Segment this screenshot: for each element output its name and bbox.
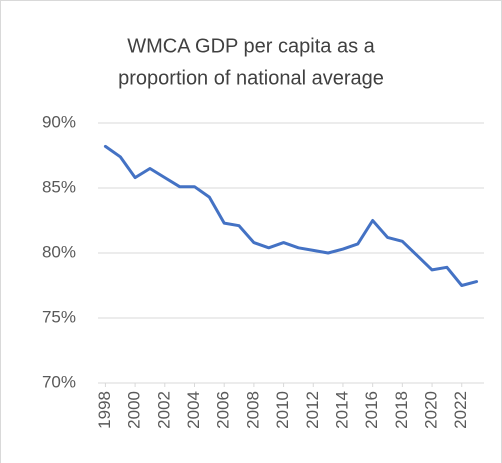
x-tick-label: 2008 [243,391,262,429]
y-tick-label: 75% [42,307,76,326]
x-tick-label: 1998 [95,391,114,429]
y-tick-label: 90% [42,112,76,131]
data-line [103,144,479,287]
x-tick-label: 2014 [332,391,351,429]
chart-title: WMCA GDP per capita as a [127,35,375,57]
y-tick-label: 80% [42,242,76,261]
x-tick-label: 2004 [184,391,203,429]
x-tick-label: 2022 [451,391,470,429]
chart-title: proportion of national average [118,67,384,89]
y-tick-label: 70% [42,372,76,391]
x-tick-label: 2000 [125,391,144,429]
x-tick-label: 2012 [303,391,322,429]
y-tick-label: 85% [42,177,76,196]
x-tick-label: 2018 [392,391,411,429]
x-tick-label: 2016 [362,391,381,429]
x-tick-label: 2006 [214,391,233,429]
x-tick-label: 2020 [422,391,441,429]
x-tick-label: 2002 [154,391,173,429]
x-tick-label: 2010 [273,391,292,429]
